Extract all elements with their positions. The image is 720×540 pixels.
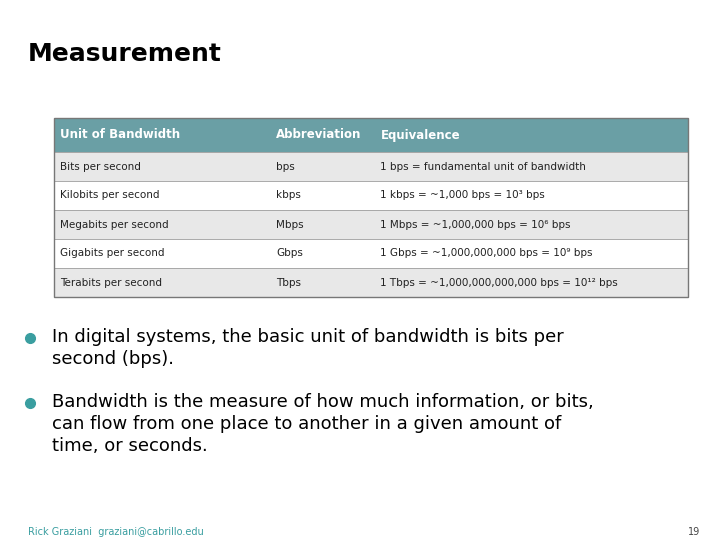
Text: Megabits per second: Megabits per second [60,219,168,230]
Text: 1 Tbps = ~1,000,000,000,000 bps = 10¹² bps: 1 Tbps = ~1,000,000,000,000 bps = 10¹² b… [380,278,618,287]
Text: Bits per second: Bits per second [60,161,141,172]
Text: Terabits per second: Terabits per second [60,278,162,287]
Text: second (bps).: second (bps). [52,350,174,368]
Text: In digital systems, the basic unit of bandwidth is bits per: In digital systems, the basic unit of ba… [52,328,564,346]
Text: Measurement: Measurement [28,42,222,66]
Text: 1 kbps = ~1,000 bps = 10³ bps: 1 kbps = ~1,000 bps = 10³ bps [380,191,545,200]
Text: Kilobits per second: Kilobits per second [60,191,160,200]
Text: bps: bps [276,161,294,172]
Text: Bandwidth is the measure of how much information, or bits,: Bandwidth is the measure of how much inf… [52,393,594,411]
Text: Tbps: Tbps [276,278,301,287]
Bar [54,268,688,297]
Text: Gbps: Gbps [276,248,303,259]
Text: can flow from one place to another in a given amount of: can flow from one place to another in a … [52,415,562,433]
Bar [54,118,688,152]
Bar [54,152,688,181]
Text: Unit of Bandwidth: Unit of Bandwidth [60,129,180,141]
Text: 1 Gbps = ~1,000,000,000 bps = 10⁹ bps: 1 Gbps = ~1,000,000,000 bps = 10⁹ bps [380,248,593,259]
Bar [54,118,688,297]
Text: Equivalence: Equivalence [380,129,460,141]
Text: Abbreviation: Abbreviation [276,129,361,141]
Text: Gigabits per second: Gigabits per second [60,248,164,259]
Bar [54,210,688,239]
Text: 19: 19 [688,527,700,537]
Text: 1 bps = fundamental unit of bandwidth: 1 bps = fundamental unit of bandwidth [380,161,586,172]
Text: Mbps: Mbps [276,219,304,230]
Text: 1 Mbps = ~1,000,000 bps = 10⁶ bps: 1 Mbps = ~1,000,000 bps = 10⁶ bps [380,219,571,230]
Text: time, or seconds.: time, or seconds. [52,437,208,455]
Bar [54,239,688,268]
Text: kbps: kbps [276,191,301,200]
Text: Rick Graziani  graziani@cabrillo.edu: Rick Graziani graziani@cabrillo.edu [28,527,204,537]
Bar [54,181,688,210]
